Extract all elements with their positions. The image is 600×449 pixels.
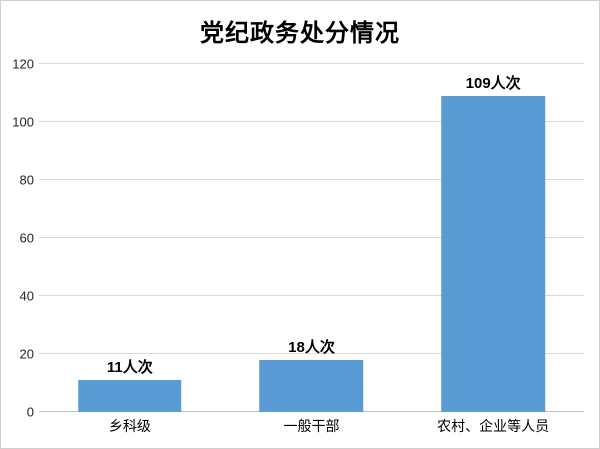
y-tick-label-100: 100 xyxy=(12,114,34,130)
y-tick-label-120: 120 xyxy=(12,56,34,72)
bar-slot-2: 18人次 xyxy=(221,64,403,412)
chart-title: 党纪政务处分情况 xyxy=(200,20,400,47)
bar-slot-3: 109人次 xyxy=(402,64,584,412)
bar-value-label-1: 11人次 xyxy=(106,359,153,377)
bar-乡科级 xyxy=(78,380,182,412)
y-tick-label-80: 80 xyxy=(19,172,34,188)
bar-value-label-2: 18人次 xyxy=(288,338,335,356)
bar-slot-1: 11人次 xyxy=(39,64,221,412)
x-axis-labels: 乡科级 一般干部 农村、企业等人员 xyxy=(39,418,584,440)
gridline-100 xyxy=(39,121,584,122)
bar-农村、企业等人员 xyxy=(441,95,545,412)
y-tick-label-20: 20 xyxy=(19,346,34,362)
x-category-label-3: 农村、企业等人员 xyxy=(437,418,550,434)
gridline-60 xyxy=(39,237,584,238)
y-tick-label-40: 40 xyxy=(19,288,34,304)
gridline-20 xyxy=(39,353,584,354)
y-tick-label-0: 0 xyxy=(26,404,34,420)
bar-value-label-3: 109人次 xyxy=(465,74,521,92)
x-category-label-1: 乡科级 xyxy=(108,418,151,434)
gridline-120 xyxy=(39,63,584,64)
gridline-80 xyxy=(39,179,584,180)
bar-一般干部 xyxy=(259,359,364,412)
y-tick-label-60: 60 xyxy=(19,230,34,246)
y-axis-labels: 0 20 40 60 80 100 120 xyxy=(1,58,34,419)
x-category-label-2: 一般干部 xyxy=(283,418,340,434)
gridline-40 xyxy=(39,295,584,296)
plot-area: 11人次 18人次 109人次 xyxy=(39,63,584,412)
